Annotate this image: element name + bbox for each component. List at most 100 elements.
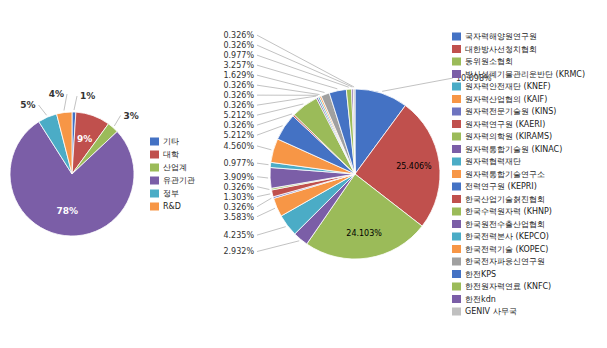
legend-swatch [452,70,461,78]
legend-label: 원자력협력재단 [465,157,521,166]
leader-line [257,55,349,87]
data-label: 3% [124,111,139,121]
data-label: 5% [20,100,35,110]
pie-slice [346,89,355,174]
data-label: 1.303% [223,193,254,202]
legend-label: 정부 [163,189,179,198]
leader-line [114,115,120,126]
legend-label: 한국수력원자력 (KHNP) [465,207,552,216]
data-label: 4.235% [223,231,254,240]
legend-label: 한국전력기술 (KOPEC) [465,245,548,254]
legend-label: 한국전자파응신연구원 [465,257,545,266]
leader-line [382,78,453,91]
leader-line [74,96,77,110]
leader-line [257,208,275,216]
legend-label: 산업계 [163,163,187,172]
legend-swatch [452,245,461,253]
data-label: 5.212% [223,131,254,140]
legend-label: 대한방사선청치협회 [465,45,537,54]
legend-swatch [452,283,461,291]
legend-swatch [452,208,461,216]
legend-swatch [452,120,461,128]
legend-label: 방사성폐기물관리운반단 (KRMC) [465,70,585,79]
data-label: 25.406% [396,162,432,171]
legend-label: 원자력산업협의 (KAIF) [465,95,547,104]
data-label: 0.326% [223,41,254,50]
pie-slice [57,112,72,174]
legend-label: 국자력해양원연구원 [465,32,537,41]
legend-swatch [150,138,159,146]
leader-line [257,163,269,165]
leader-line [257,198,271,207]
legend-swatch [150,164,159,172]
legend-label: 원자력연구원 (KAERI) [465,120,545,129]
legend-swatch [452,233,461,241]
legend-label: 한전KPS [465,270,496,279]
legend-swatch [452,45,461,53]
data-label: 4.560% [223,142,254,151]
data-label: 0.977% [223,51,254,60]
leader-line [257,85,320,94]
legend-swatch [150,151,159,159]
data-label: 78% [57,206,79,216]
pie-slice [353,89,355,174]
legend-swatch [452,133,461,141]
legend-swatch [150,203,159,211]
data-label: 5.212% [223,111,254,120]
legend-label: 한전원자력연료 (KNFC) [465,282,551,291]
leader-line [257,126,283,135]
leader-line [257,95,318,96]
legend-label: 전력연구원 (KEPRI) [465,182,537,191]
legend-swatch [452,195,461,203]
leader-line [39,105,47,115]
chart-root: 1%9%3%78%5%4%기타대학산업계유관기관정부R&D10.098%25.4… [0,0,607,348]
pie-slice [329,89,355,174]
data-label: 0.326% [223,183,254,192]
legend-label: 원자력안전재단 (KNEF) [465,82,551,91]
legend: 기타대학산업계유관기관정부 R&D [150,137,195,211]
slices [270,89,440,259]
legend-swatch [452,95,461,103]
data-label: 3.583% [223,213,254,222]
data-label: 0.326% [223,81,254,90]
data-label: 3.257% [223,61,254,70]
legend-swatch [452,183,461,191]
leader-line [257,104,303,115]
legend-swatch [452,308,461,316]
legend-label: 기타 [163,137,179,146]
data-label: 1% [80,91,95,101]
legend-label: 유관기관 [163,176,195,185]
legend-swatch [452,33,461,41]
legend-swatch [150,177,159,185]
pie-slice [352,89,355,174]
legend-label: 한국원전수출산업협회 [465,220,545,229]
legend-label: R&D [163,202,181,211]
legend-swatch [452,158,461,166]
data-label: 1.629% [223,71,254,80]
leader-line [64,94,67,110]
leader-line [257,177,268,178]
legend-label: 한전kdn [465,295,496,304]
legend-label: GENIV 사무국 [465,307,517,316]
data-label: 3.909% [223,173,254,182]
leader-line [257,96,316,105]
data-label: 2.932% [223,247,254,256]
data-label: 0.326% [223,31,254,40]
legend-label: 한국산업기술쳙진협회 [465,195,545,204]
leader-line [257,146,271,150]
legend-label: 동위원소협회 [465,57,513,66]
legend-label: 대학 [163,150,179,159]
data-label: 9% [77,134,92,144]
legend-swatch [452,220,461,228]
slices [10,112,134,236]
pie-chart: 1%9%3%78%5%4%기타대학산업계유관기관정부R&D [10,89,195,236]
legend-label: 원자력통합기술원 (KINAC) [465,145,562,154]
legend-label: 원자력전문기술원 (KINS) [465,107,556,116]
pie-chart: 10.098%25.406%24.103%2.932%4.235%3.583%0… [223,31,585,316]
legend-swatch [452,108,461,116]
legend-swatch [452,270,461,278]
legend: 국자력해양원연구원대한방사선청치협회동위원소협회방사성폐기물관리운반단 (KRM… [452,32,585,316]
leader-line [257,194,270,197]
legend-label: 원자력의학원 (KIRAMS) [465,132,552,141]
leader-line [257,114,292,125]
